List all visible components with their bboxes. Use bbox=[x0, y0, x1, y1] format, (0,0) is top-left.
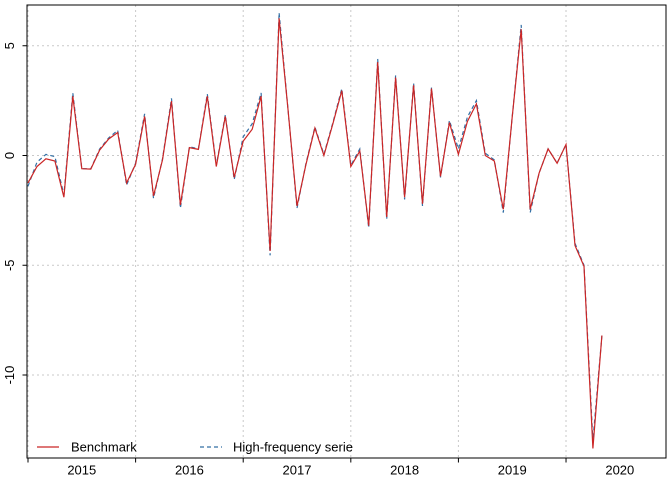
x-axis-label: 2019 bbox=[498, 463, 527, 478]
x-axis-label: 2017 bbox=[283, 463, 312, 478]
x-axis-label: 2016 bbox=[175, 463, 204, 478]
x-axis-label: 2018 bbox=[390, 463, 419, 478]
legend-high-frequency-label: High-frequency serie bbox=[233, 440, 353, 455]
x-axis-label: 2020 bbox=[605, 463, 634, 478]
y-axis-label: 0 bbox=[2, 152, 17, 159]
y-axis-label: 5 bbox=[2, 42, 17, 49]
x-axis-label: 2015 bbox=[67, 463, 96, 478]
plot-frame bbox=[26, 4, 667, 459]
legend-benchmark-label: Benchmark bbox=[71, 440, 137, 455]
benchmark-line bbox=[27, 18, 603, 449]
y-axis-label: -10 bbox=[2, 366, 17, 385]
y-axis-label: -5 bbox=[2, 259, 17, 271]
